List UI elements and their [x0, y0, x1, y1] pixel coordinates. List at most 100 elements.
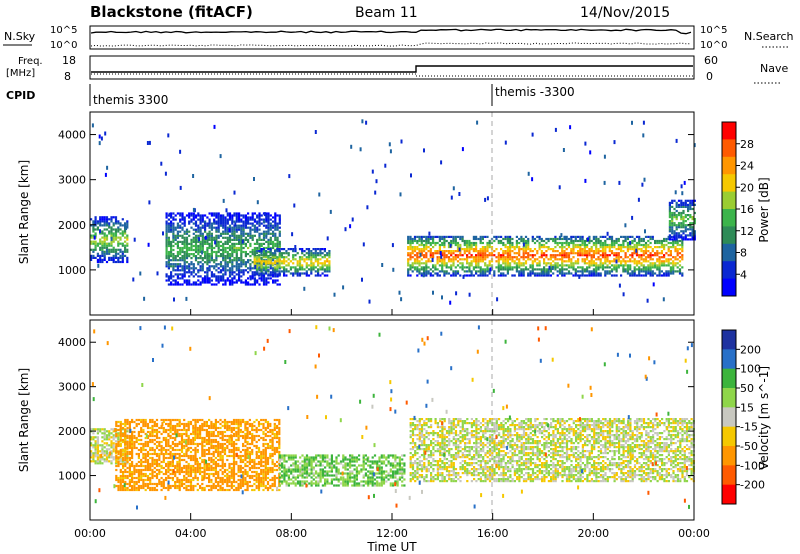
range-cell — [170, 281, 173, 284]
range-cell — [527, 237, 530, 241]
noise-cell — [531, 177, 534, 182]
range-cell — [597, 252, 600, 255]
range-cell — [509, 252, 512, 255]
range-cell — [114, 232, 118, 235]
range-cell — [137, 442, 140, 446]
range-cell — [149, 456, 152, 460]
range-cell — [554, 239, 557, 243]
range-cell — [321, 256, 324, 259]
range-cell — [668, 207, 671, 211]
range-cell — [149, 426, 152, 430]
range-cell — [615, 270, 618, 273]
range-cell — [427, 250, 430, 253]
range-cell — [610, 264, 614, 267]
range-cell — [570, 258, 573, 261]
range-cell — [183, 216, 186, 219]
range-cell — [121, 250, 124, 253]
range-cell — [108, 222, 111, 225]
range-cell — [456, 260, 460, 263]
range-cell — [434, 272, 437, 275]
range-cell — [298, 264, 302, 267]
range-cell — [671, 201, 674, 204]
range-cell — [238, 248, 241, 252]
range-cell — [310, 256, 313, 259]
range-cell — [124, 222, 127, 225]
range-cell — [194, 452, 197, 456]
range-cell — [481, 237, 484, 241]
range-cell — [144, 448, 147, 452]
range-cell — [204, 275, 207, 278]
range-cell — [176, 234, 179, 237]
range-cell — [583, 268, 586, 271]
range-cell — [472, 248, 475, 251]
range-cell — [117, 220, 120, 223]
range-cell — [420, 248, 423, 251]
range-cell — [180, 446, 184, 450]
range-cell — [214, 422, 217, 426]
range-cell — [101, 230, 104, 233]
range-cell — [115, 484, 118, 488]
range-cell — [620, 256, 623, 259]
range-cell — [276, 283, 279, 286]
range-cell — [689, 207, 692, 211]
range-cell — [669, 250, 672, 253]
range-cell — [253, 262, 256, 265]
range-cell — [231, 267, 234, 270]
range-cell — [194, 255, 198, 258]
range-cell — [570, 241, 573, 245]
range-cell — [165, 232, 168, 235]
range-cell — [172, 275, 175, 278]
range-cell — [434, 241, 437, 245]
range-cell — [124, 444, 127, 447]
range-cell — [572, 262, 575, 265]
range-cell — [176, 275, 179, 278]
range-cell — [597, 274, 600, 277]
range-cell — [240, 236, 243, 239]
range-cell — [561, 248, 564, 251]
range-cell — [452, 264, 455, 267]
range-cell — [416, 266, 419, 269]
noise-cell — [362, 242, 365, 247]
range-cell — [470, 270, 473, 273]
range-cell — [169, 434, 172, 438]
range-cell — [468, 246, 471, 249]
range-cell — [251, 238, 254, 241]
range-cell — [456, 248, 460, 251]
range-cell — [194, 456, 197, 460]
range-cell — [155, 454, 159, 458]
range-cell — [178, 480, 181, 484]
range-cell — [545, 250, 548, 253]
range-cell — [689, 199, 692, 202]
range-cell — [188, 220, 191, 223]
range-cell — [665, 260, 668, 263]
range-cell — [217, 218, 220, 221]
range-cell — [520, 264, 523, 267]
range-cell — [201, 281, 204, 284]
range-cell — [231, 255, 234, 258]
range-cell — [201, 277, 204, 280]
range-cell — [140, 450, 143, 454]
range-cell — [103, 432, 106, 435]
range-cell — [142, 442, 145, 446]
range-cell — [190, 267, 193, 270]
noise-cell — [422, 273, 425, 278]
range-cell — [210, 466, 213, 470]
range-cell — [224, 279, 227, 282]
range-cell — [90, 456, 93, 459]
range-cell — [538, 262, 541, 265]
range-cell — [674, 258, 677, 261]
range-cell — [169, 420, 172, 424]
range-cell — [522, 237, 525, 241]
range-cell — [194, 454, 197, 458]
range-cell — [126, 428, 129, 431]
range-cell — [249, 216, 252, 219]
range-cell — [633, 252, 636, 255]
range-cell — [303, 258, 306, 261]
range-cell — [94, 444, 97, 447]
range-cell — [133, 470, 136, 474]
range-cell — [660, 270, 663, 273]
range-cell — [264, 250, 268, 253]
range-cell — [165, 253, 168, 256]
range-cell — [189, 470, 193, 474]
